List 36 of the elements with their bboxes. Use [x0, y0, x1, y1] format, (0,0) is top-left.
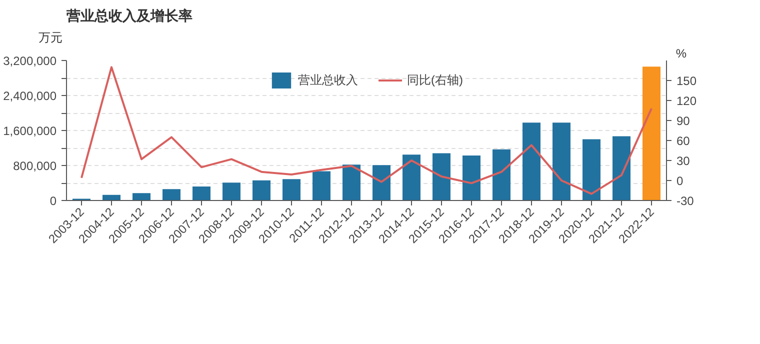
bar	[192, 186, 210, 200]
y2-tick-label: 120	[676, 94, 697, 108]
y-tick-label: 2,400,000	[3, 89, 57, 103]
bar	[282, 179, 300, 200]
bar	[642, 66, 660, 200]
y-tick-label: 0	[50, 194, 57, 208]
y-tick-label: 800,000	[13, 159, 57, 173]
y2-tick-label: -30	[676, 194, 694, 208]
y2-tick-label: 90	[676, 114, 690, 128]
bar	[612, 136, 630, 200]
y2-tick-label: 150	[676, 74, 697, 88]
y-tick-label: 3,200,000	[3, 54, 57, 68]
bar	[342, 164, 360, 200]
bar	[162, 189, 180, 200]
legend-label: 营业总收入	[298, 72, 358, 88]
bar	[312, 171, 330, 200]
y-tick-label: 1,600,000	[3, 124, 57, 138]
y2-tick-label: 30	[676, 154, 690, 168]
y-axis-title: 万元	[38, 30, 62, 44]
bar	[522, 122, 540, 200]
line-series	[80, 66, 652, 195]
bar	[372, 165, 390, 200]
bar	[222, 182, 240, 200]
y2-tick-label: 0	[676, 174, 684, 188]
y2-axis-title: %	[676, 46, 687, 60]
bar	[432, 153, 450, 200]
bar	[462, 155, 480, 200]
bar	[132, 193, 150, 200]
bar	[582, 139, 600, 200]
bar	[402, 154, 420, 200]
legend-label: 同比(右轴)	[407, 72, 463, 88]
bar	[492, 149, 510, 200]
bar	[552, 122, 570, 200]
bar	[252, 180, 270, 200]
chart-title: 营业总收入及增长率	[66, 8, 192, 24]
y2-tick-label: 60	[676, 134, 690, 148]
